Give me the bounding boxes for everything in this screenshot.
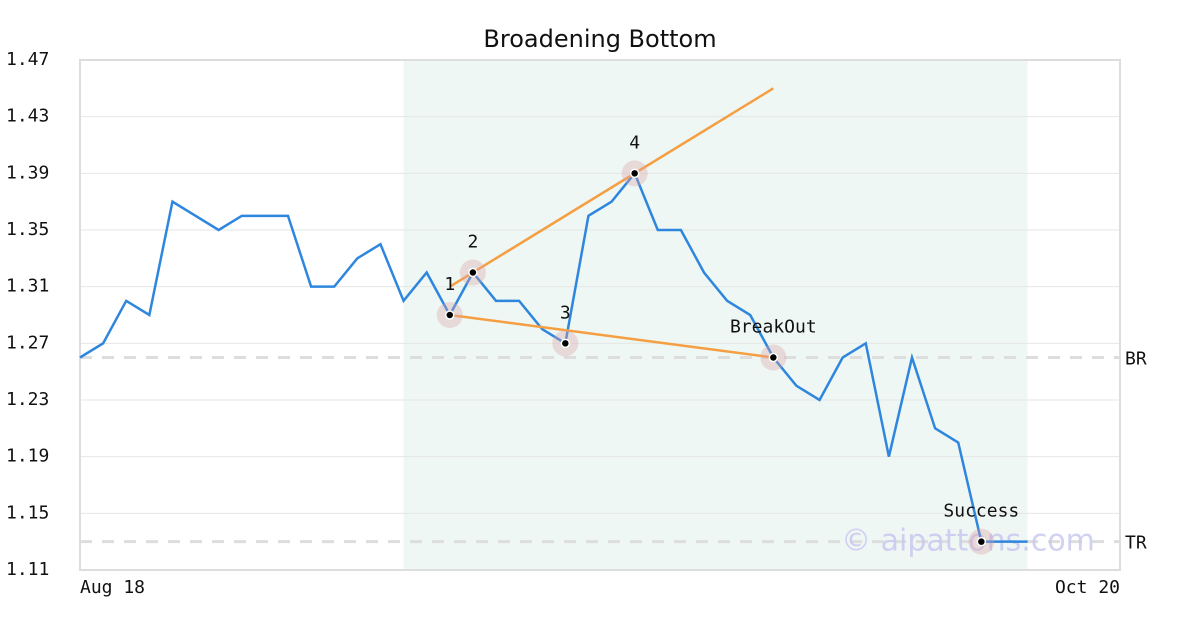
marker-dot — [768, 352, 779, 363]
trend-line — [449, 87, 774, 288]
level-label: TR — [1125, 533, 1147, 554]
pattern-region — [403, 60, 1028, 570]
y-tick-label: 1.19 — [6, 446, 49, 467]
price-line — [79, 170, 1028, 543]
marker-label: 2 — [467, 232, 478, 253]
y-tick-label: 1.23 — [6, 389, 49, 410]
marker-dot — [445, 310, 455, 320]
marker-label: 1 — [444, 274, 455, 295]
y-tick-label: 1.43 — [6, 106, 49, 127]
marker-dot — [976, 536, 987, 547]
marker-dot — [629, 168, 640, 179]
marker-label: 3 — [560, 302, 571, 323]
plot-border — [79, 59, 1121, 571]
chart-title: Broadening Bottom — [483, 25, 716, 53]
marker-label: Success — [943, 501, 1019, 522]
y-tick-label: 1.39 — [6, 162, 49, 183]
marker-dot — [468, 267, 478, 278]
marker-label: BreakOut — [730, 317, 817, 338]
y-tick-label: 1.11 — [6, 559, 49, 580]
y-tick-label: 1.35 — [6, 219, 49, 240]
watermark: © aipattons.com — [841, 524, 1095, 559]
x-tick-label: Oct 20 — [1055, 577, 1120, 598]
level-label: BR — [1125, 349, 1147, 370]
y-tick-label: 1.27 — [6, 332, 49, 353]
marker-label: 4 — [629, 132, 640, 153]
y-tick-label: 1.31 — [6, 276, 49, 297]
x-tick-label: Aug 18 — [80, 577, 145, 598]
trend-line — [449, 313, 774, 359]
y-tick-label: 1.47 — [6, 49, 49, 70]
y-tick-label: 1.15 — [6, 502, 49, 523]
marker-dot — [560, 338, 571, 349]
